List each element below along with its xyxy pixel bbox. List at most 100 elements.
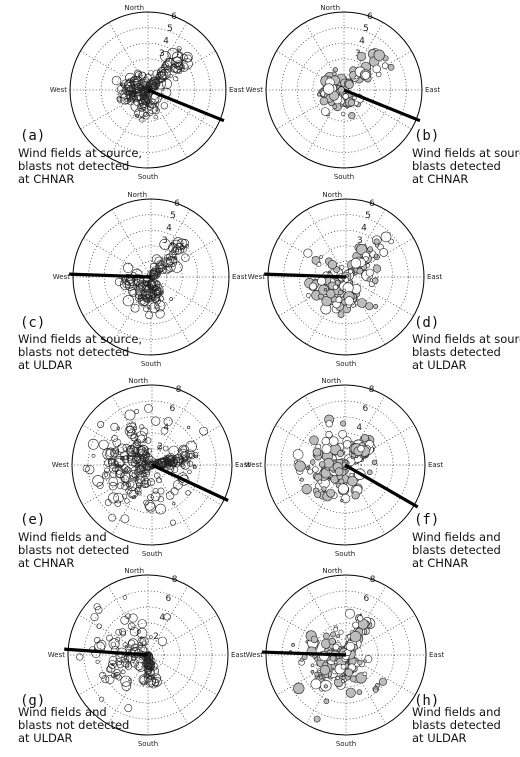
data-point (366, 277, 371, 282)
data-point (342, 93, 349, 100)
panel-caption-line: blasts detected (412, 159, 501, 173)
data-point (110, 422, 119, 432)
panel-caption-line: blasts detected (412, 543, 501, 557)
data-point (344, 80, 354, 89)
data-point (103, 472, 109, 477)
data-point (108, 492, 119, 504)
grid-ring (119, 245, 183, 309)
grid-spoke (306, 209, 347, 278)
data-point (122, 595, 128, 600)
ring-label: 6 (166, 594, 172, 604)
direction-line (151, 463, 229, 502)
north-label: North (128, 377, 148, 385)
data-point (120, 630, 126, 637)
panel-caption-line: Wind fields and (412, 530, 501, 544)
data-point (150, 78, 161, 89)
data-point (170, 487, 179, 496)
data-point (147, 98, 157, 109)
data-point (185, 440, 197, 453)
grid-ring (85, 27, 211, 153)
data-point (129, 490, 137, 498)
ring-label: 8 (176, 385, 182, 395)
data-point (160, 460, 168, 469)
data-point (357, 615, 364, 622)
data-point (192, 465, 197, 470)
data-point (333, 627, 338, 632)
data-point (327, 260, 338, 270)
data-point (149, 290, 157, 298)
data-point (321, 486, 327, 492)
data-point (199, 426, 209, 436)
data-point (328, 436, 339, 447)
direction-line (343, 88, 421, 123)
data-point (345, 687, 356, 698)
data-point (171, 239, 182, 250)
grid-ring (296, 42, 392, 138)
ring-label: 8 (369, 385, 375, 395)
data-point (96, 623, 102, 629)
data-point (108, 638, 120, 650)
data-point (95, 659, 100, 664)
data-point (314, 491, 322, 498)
data-point (131, 450, 136, 455)
panel-caption-line: blasts not detected (18, 718, 129, 732)
data-point (140, 100, 149, 110)
data-point (157, 295, 164, 302)
data-point (120, 669, 126, 675)
data-point (303, 248, 313, 258)
data-point (176, 46, 182, 51)
data-point (130, 459, 138, 467)
grid-spoke (147, 89, 188, 158)
data-point (130, 100, 142, 112)
data-point (144, 483, 149, 488)
data-point (155, 503, 166, 515)
data-point (310, 459, 316, 465)
direction-line (261, 650, 347, 657)
data-point (147, 278, 159, 291)
data-point (147, 110, 154, 117)
data-point (120, 615, 129, 625)
data-point (310, 678, 322, 690)
data-point (349, 675, 357, 683)
data-point (319, 255, 323, 259)
data-point (149, 635, 153, 639)
west-label: West (246, 86, 263, 94)
direction-line (147, 88, 225, 123)
data-point (162, 445, 169, 452)
panel-caption-line: blasts not detected (18, 159, 129, 173)
data-point (156, 462, 160, 466)
data-point (124, 79, 135, 89)
grid-spoke (151, 395, 193, 466)
data-point (344, 296, 354, 306)
ring-label: 2 (157, 442, 163, 452)
data-point (111, 75, 122, 86)
data-point (142, 453, 154, 465)
data-point (154, 300, 166, 312)
data-point (112, 438, 122, 448)
outer-ring (69, 11, 227, 169)
direction-line (344, 463, 419, 509)
data-point (141, 478, 151, 488)
data-point (168, 73, 173, 79)
data-point (373, 238, 380, 245)
data-point (343, 440, 352, 449)
data-point (361, 71, 371, 80)
data-point (113, 492, 124, 504)
data-point (307, 468, 314, 475)
data-point (373, 303, 379, 309)
ring-label: 6 (174, 199, 180, 209)
data-point (94, 606, 103, 614)
data-point (139, 424, 145, 430)
data-point (173, 76, 179, 82)
south-label: South (335, 550, 355, 558)
data-point (356, 244, 368, 256)
data-point (99, 671, 106, 679)
data-point (316, 92, 321, 97)
data-point (108, 513, 116, 522)
ring-label: 4 (159, 613, 165, 623)
data-point (164, 65, 172, 74)
data-point (160, 102, 168, 110)
data-point (96, 639, 107, 650)
data-point (141, 464, 148, 472)
